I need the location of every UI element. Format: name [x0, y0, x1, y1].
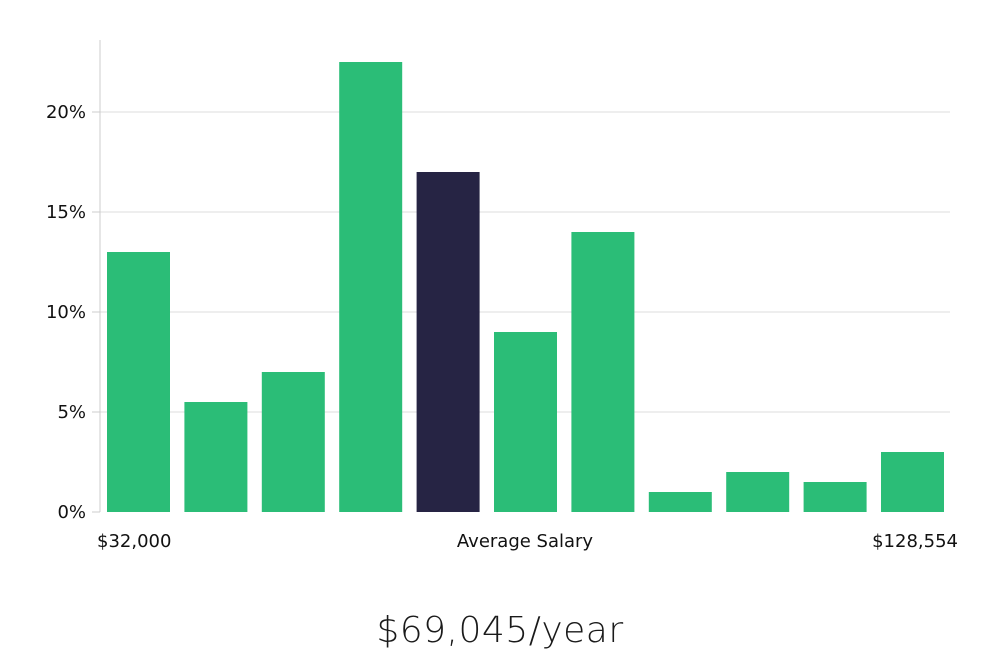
bar — [648, 492, 712, 512]
bar — [184, 402, 248, 512]
y-tick-label: 10% — [46, 302, 86, 323]
x-axis-middle-label: Average Salary — [457, 531, 594, 552]
y-tick-labels: 0% 5% 10% 15% 20% — [46, 102, 100, 523]
average-salary-value: $69,045/year — [376, 610, 624, 651]
bar — [107, 252, 170, 512]
bars — [107, 62, 944, 512]
bar — [803, 482, 867, 512]
salary-distribution-chart: 0% 5% 10% 15% 20% $32,000 Average Salary $12… — [46, 40, 958, 552]
bar — [261, 372, 325, 512]
bar-highlighted — [416, 172, 480, 512]
bar — [571, 232, 635, 512]
bar — [726, 472, 790, 512]
bar — [494, 332, 557, 512]
bar — [339, 62, 403, 512]
y-tick-label: 0% — [57, 502, 86, 523]
y-tick-label: 15% — [46, 202, 86, 223]
x-axis-end-label: $128,554 — [872, 531, 958, 552]
y-tick-label: 20% — [46, 102, 86, 123]
bar — [881, 452, 944, 512]
y-tick-label: 5% — [57, 402, 86, 423]
x-axis-start-label: $32,000 — [97, 531, 171, 552]
